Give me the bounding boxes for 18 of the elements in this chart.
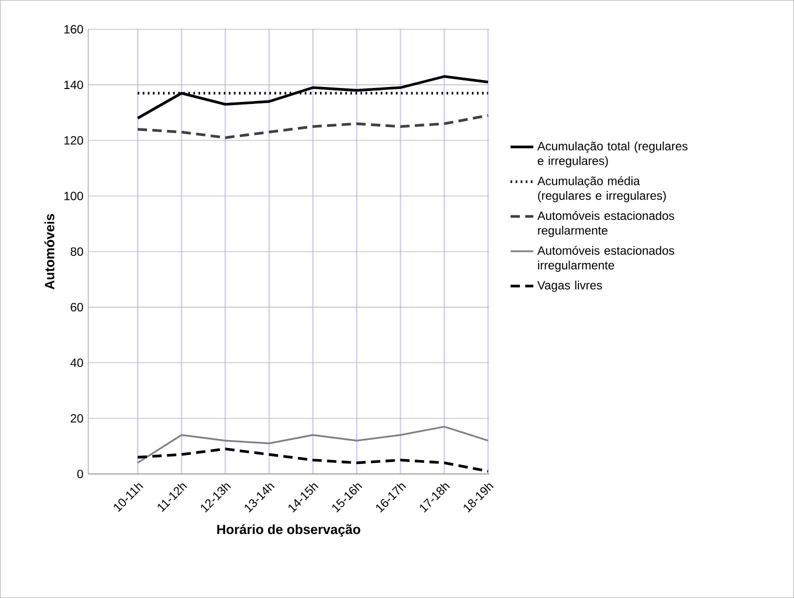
- legend-label: Acumulação total (regulares e irregulares): [537, 142, 688, 168]
- y-tick-label: 140: [64, 80, 84, 90]
- y-tick-label: 160: [64, 24, 84, 34]
- x-axis-title: Horário de observação: [217, 524, 360, 537]
- legend-label: Automóveis estacionados regularmente: [537, 210, 674, 237]
- legend-label: Automóveis estacionados irregularmente: [537, 246, 674, 272]
- legend-label: Acumulação média (regulares e irregulares): [537, 176, 666, 202]
- y-tick-label: 0: [77, 470, 84, 478]
- line-series: [136, 75, 489, 120]
- y-tick-label: 80: [70, 247, 84, 256]
- y-tick-label: 100: [64, 192, 84, 200]
- y-tick-label: 60: [70, 302, 84, 312]
- y-tick-label: 120: [64, 136, 84, 145]
- line-series: [136, 426, 489, 464]
- legend-label: Vagas livres: [537, 280, 602, 292]
- y-axis-title: Automóveis: [44, 214, 54, 290]
- y-tick-label: 20: [70, 414, 84, 423]
- y-tick-label: 40: [70, 358, 84, 367]
